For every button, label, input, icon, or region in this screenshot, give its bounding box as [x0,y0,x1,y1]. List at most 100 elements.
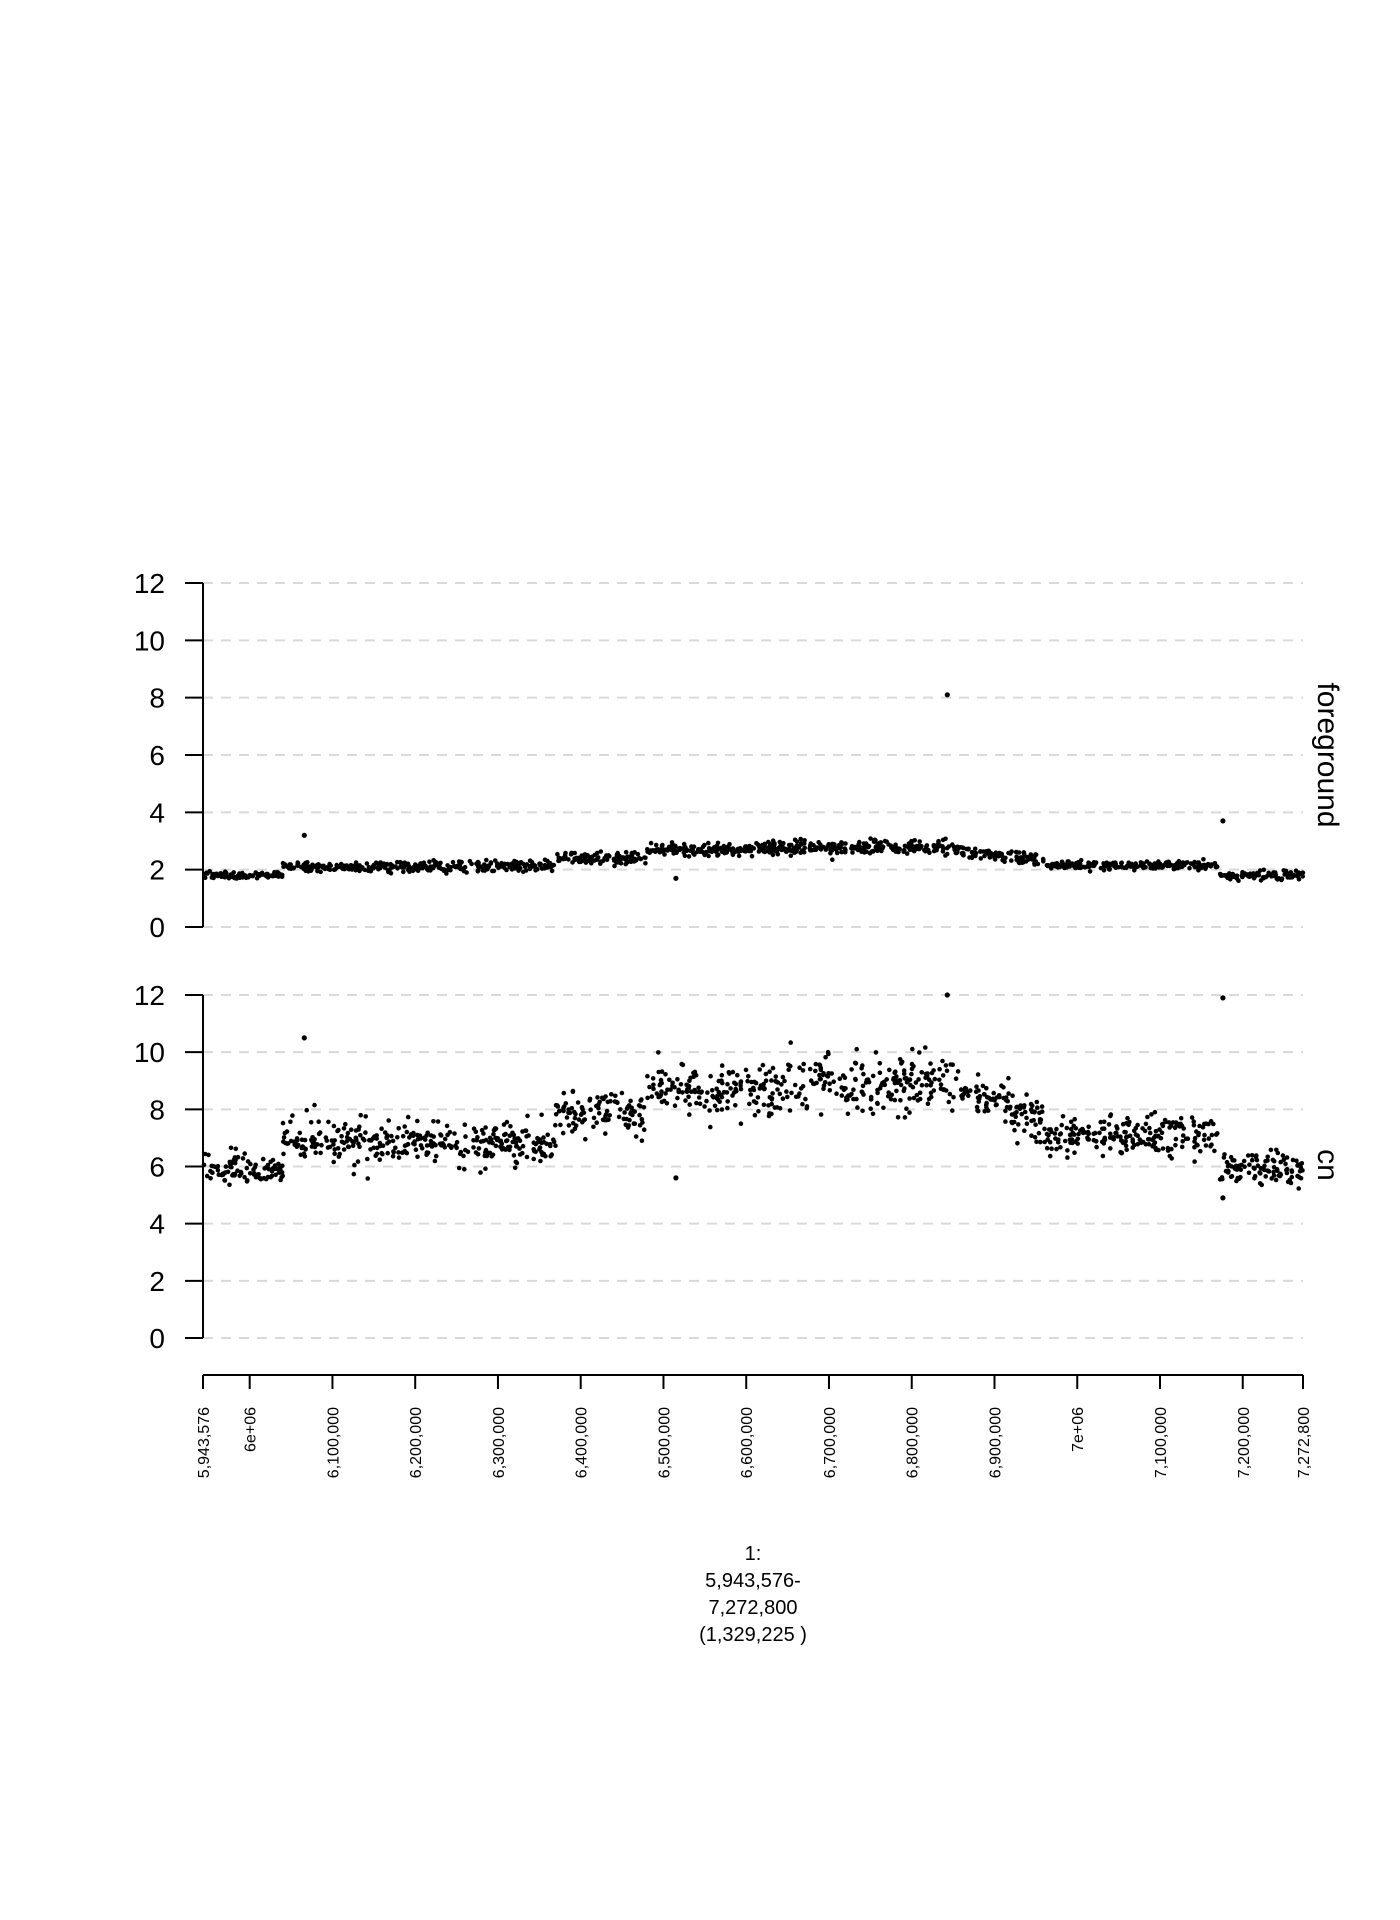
data-point [898,1082,904,1088]
data-point [208,1168,213,1174]
data-point [757,1067,762,1072]
data-point [561,856,566,862]
data-point [373,1153,379,1159]
data-point [444,1123,450,1129]
data-point [573,1111,578,1117]
data-point [576,1117,582,1122]
data-point [541,1151,547,1157]
data-point [777,1091,783,1097]
data-point [1146,1141,1152,1147]
data-point [980,1083,986,1089]
data-point [913,846,919,852]
data-point [581,1118,587,1123]
data-point [773,1074,779,1079]
data-point [1138,863,1144,868]
data-point [1298,1162,1303,1167]
data-point [1009,858,1014,863]
outlier-point [301,1035,307,1041]
data-point [767,841,773,847]
data-point [304,1107,310,1113]
data-point [738,1079,744,1084]
data-point [242,1151,247,1156]
y-tick-label: 10 [134,625,165,656]
data-point [526,1133,531,1138]
data-point [580,1106,585,1112]
data-point [747,845,752,850]
data-point [793,848,798,853]
data-point [345,1130,351,1136]
data-point [402,1124,408,1129]
data-point [767,1069,772,1074]
data-point [702,842,707,848]
data-point [1152,1109,1158,1115]
data-point [553,1143,558,1148]
data-point [755,842,761,847]
data-point [777,1106,783,1111]
outlier-point [944,992,950,998]
data-point [395,1135,400,1140]
data-point [467,858,473,864]
data-point [201,1162,207,1168]
data-point [1113,860,1118,865]
data-point [499,1147,505,1152]
data-point [314,865,319,870]
data-point [618,1107,623,1112]
data-point [738,1083,743,1089]
data-point [779,1082,784,1087]
data-point [1241,1158,1247,1164]
data-point [575,1100,581,1105]
data-point [281,1139,286,1144]
data-point [710,1093,715,1099]
data-point [1150,1144,1155,1149]
data-point [667,1077,672,1083]
data-point [932,1076,938,1082]
data-point [727,841,732,847]
data-point [335,1146,341,1151]
data-point [529,864,535,869]
data-point [675,1077,680,1082]
data-point [1240,874,1245,879]
data-point [818,847,824,852]
data-point [501,1122,507,1127]
data-point [910,1046,915,1052]
data-point [475,864,481,869]
data-point [670,1083,675,1088]
data-point [705,1090,710,1095]
data-point [415,1154,420,1160]
data-point [1054,1126,1059,1132]
y-tick-label: 12 [134,568,165,599]
data-point [316,1119,322,1124]
data-point [650,1076,656,1081]
data-point [814,845,819,850]
data-point [950,1108,955,1113]
data-point [904,851,910,856]
data-point [670,842,675,847]
data-point [1046,1127,1052,1132]
data-point [334,862,340,868]
data-point [769,1078,774,1083]
data-point [1038,1139,1043,1145]
data-point [454,1145,460,1151]
data-point [298,864,304,870]
data-point [424,866,430,872]
data-point [459,866,465,871]
data-point [614,860,619,865]
data-point [761,846,766,851]
data-point [1086,1131,1091,1136]
data-point [777,839,783,845]
data-point [1271,1158,1277,1164]
data-point [310,1135,315,1140]
data-point [811,843,816,848]
data-point [801,1061,806,1067]
data-point [438,866,444,872]
data-point [537,1147,542,1152]
data-point [787,1108,793,1113]
data-point [651,1086,656,1092]
data-point [1054,861,1060,866]
outlier-point [301,832,307,838]
data-point [789,1090,794,1096]
data-point [1042,1126,1047,1132]
data-point [229,872,235,878]
data-point [736,853,742,859]
data-point [712,1103,718,1109]
